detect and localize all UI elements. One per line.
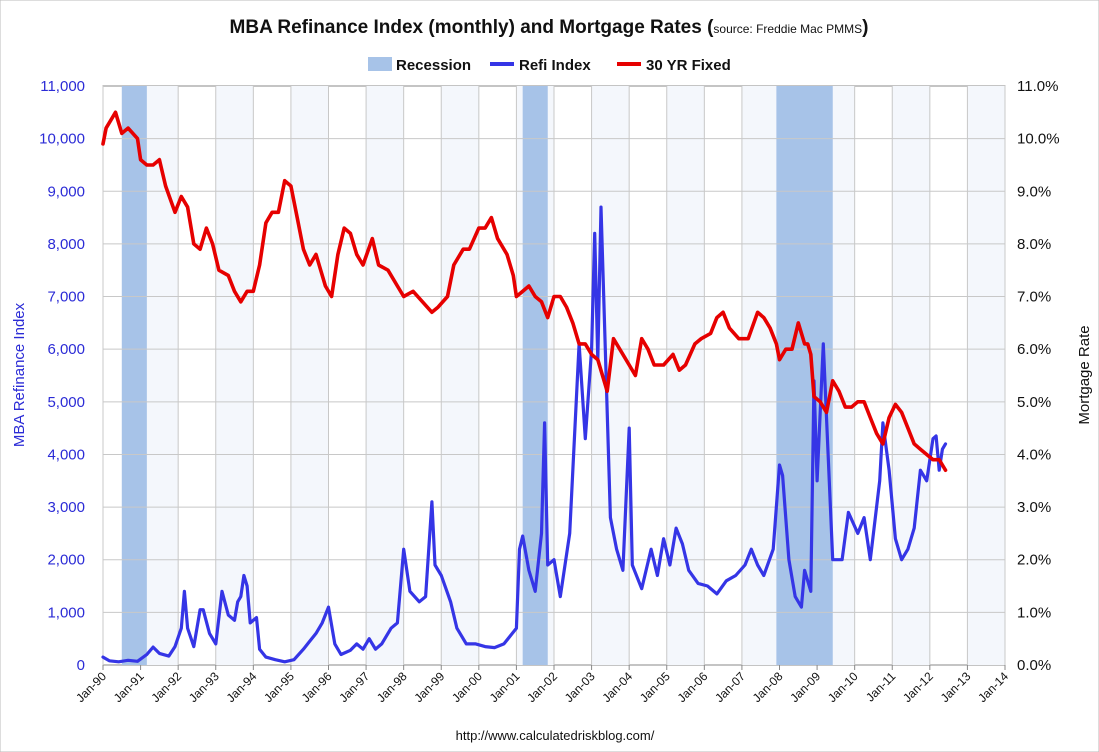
y-tick-left-label: 11,000: [40, 78, 85, 95]
footer-url: http://www.calculatedriskblog.com/: [456, 728, 655, 743]
y-tick-left-label: 1,000: [47, 604, 85, 621]
series-lines: [101, 110, 948, 664]
horizontal-gridlines: [103, 138, 1005, 613]
grid-stripe: [441, 86, 479, 665]
refi-index-line: [101, 205, 948, 664]
chart-title: MBA Refinance Index (monthly) and Mortga…: [230, 17, 702, 38]
y-tick-right-label: 10.0%: [1017, 131, 1060, 148]
y-tick-right-label: 7.0%: [1017, 289, 1051, 306]
y-tick-right-label: 3.0%: [1017, 499, 1051, 516]
recession-band-2: [522, 86, 548, 665]
chart-title-line: MBA Refinance Index (monthly) and Mortga…: [230, 17, 869, 38]
y-tick-left-label: 10,000: [39, 131, 85, 148]
chart-title-open-paren: (: [702, 17, 714, 38]
y-tick-left-label: 2,000: [47, 552, 85, 569]
y-tick-right-label: 4.0%: [1017, 446, 1051, 463]
y-tick-left-label: 9,000: [47, 183, 85, 200]
y-axis-left-label: MBA Refinance Index: [11, 302, 28, 447]
legend-label-recession: Recession: [396, 57, 471, 74]
y-tick-right-label: 1.0%: [1017, 604, 1051, 621]
y-tick-right-label: 0.0%: [1017, 657, 1051, 674]
y-tick-left-label: 3,000: [47, 499, 85, 516]
y-tick-left-label: 6,000: [47, 341, 85, 358]
y-axis-left-ticks: 0 1,000 2,000 3,000 4,000 5,000 6,000 7,000 8,00…: [39, 78, 85, 674]
thirty-yr-fixed-line: [101, 110, 948, 472]
recession-band-1: [121, 86, 147, 665]
grid-stripe: [967, 86, 1005, 665]
y-axis-right-label: Mortgage Rate: [1076, 325, 1093, 424]
legend-swatch-recession: [368, 57, 392, 71]
legend: Recession Refi Index 30 YR Fixed: [368, 57, 731, 74]
y-tick-right-label: 6.0%: [1017, 341, 1051, 358]
y-tick-right-label: 8.0%: [1017, 236, 1051, 253]
grid-stripe: [741, 86, 780, 665]
grid-stripe: [666, 86, 705, 665]
y-tick-right-label: 11.0%: [1017, 78, 1058, 95]
vertical-gridlines: [102, 86, 1006, 665]
grid-stripe: [215, 86, 254, 665]
grid-stripe: [366, 86, 404, 665]
y-tick-right-label: 2.0%: [1017, 552, 1051, 569]
y-tick-left-label: 0: [77, 657, 85, 674]
y-tick-left-label: 7,000: [47, 289, 85, 306]
grid-stripe: [290, 86, 329, 665]
y-tick-left-label: 8,000: [47, 236, 85, 253]
y-tick-right-label: 9.0%: [1017, 183, 1051, 200]
chart-title-close-paren: ): [862, 17, 868, 38]
y-axis-right-ticks: 0.0% 1.0% 2.0% 3.0% 4.0% 5.0% 6.0% 7.0% 8.0% 9.0%…: [1017, 78, 1060, 674]
legend-label-30yr: 30 YR Fixed: [646, 57, 731, 74]
chart-subtitle: source: Freddie Mac PMMS: [713, 22, 862, 36]
y-tick-right-label: 5.0%: [1017, 394, 1051, 411]
y-tick-left-label: 5,000: [47, 394, 85, 411]
grid-stripe: [892, 86, 930, 665]
y-tick-left-label: 4,000: [47, 446, 85, 463]
legend-label-refi: Refi Index: [519, 57, 591, 74]
